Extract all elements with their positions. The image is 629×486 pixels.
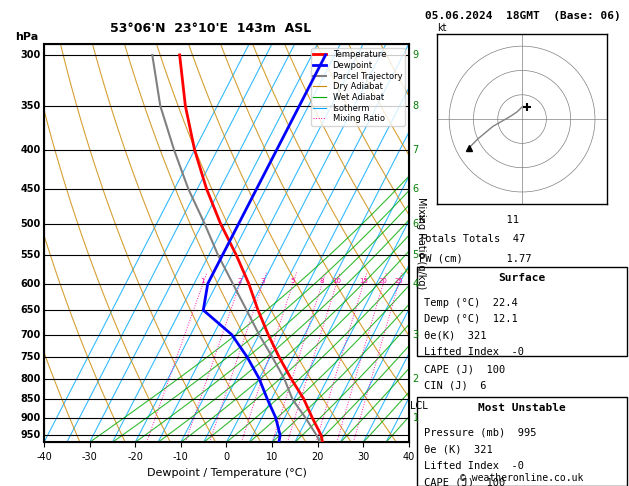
Text: 750: 750 (20, 352, 40, 363)
Text: PW (cm)       1.77: PW (cm) 1.77 (420, 253, 532, 263)
Text: 300: 300 (20, 50, 40, 60)
Text: 450: 450 (20, 184, 40, 194)
Text: 4: 4 (413, 278, 419, 289)
Text: 2: 2 (238, 278, 242, 284)
Text: 8: 8 (320, 278, 325, 284)
Text: 550: 550 (20, 250, 40, 260)
Text: 5: 5 (413, 250, 419, 260)
Text: 900: 900 (20, 413, 40, 422)
Text: 800: 800 (20, 374, 40, 383)
Text: 6: 6 (413, 219, 419, 228)
Text: 500: 500 (20, 219, 40, 228)
Text: © weatheronline.co.uk: © weatheronline.co.uk (460, 473, 584, 483)
Text: CAPE (J)  100: CAPE (J) 100 (424, 364, 505, 374)
Text: 650: 650 (20, 305, 40, 315)
Text: 20: 20 (379, 278, 387, 284)
Text: 15: 15 (359, 278, 368, 284)
Y-axis label: Mixing Ratio (g/kg): Mixing Ratio (g/kg) (416, 197, 425, 289)
Text: 8: 8 (413, 101, 419, 111)
Text: Lifted Index  -0: Lifted Index -0 (424, 461, 524, 471)
Text: 850: 850 (20, 394, 40, 404)
Text: Totals Totals  47: Totals Totals 47 (420, 234, 526, 244)
Text: θe (K)  321: θe (K) 321 (424, 445, 493, 454)
Text: 9: 9 (413, 50, 419, 60)
Text: 10: 10 (332, 278, 341, 284)
Text: 53°06'N  23°10'E  143m  ASL: 53°06'N 23°10'E 143m ASL (109, 22, 311, 35)
Text: 600: 600 (20, 278, 40, 289)
Legend: Temperature, Dewpoint, Parcel Trajectory, Dry Adiabat, Wet Adiabat, Isotherm, Mi: Temperature, Dewpoint, Parcel Trajectory… (311, 48, 404, 126)
Text: Most Unstable: Most Unstable (478, 403, 566, 413)
Text: kt: kt (437, 23, 447, 33)
Text: 350: 350 (20, 101, 40, 111)
Text: 1: 1 (201, 278, 205, 284)
Text: LCL: LCL (409, 401, 427, 411)
X-axis label: Dewpoint / Temperature (°C): Dewpoint / Temperature (°C) (147, 468, 306, 478)
Text: 6: 6 (413, 184, 419, 194)
Text: Lifted Index  -0: Lifted Index -0 (424, 347, 524, 358)
Text: 3: 3 (413, 330, 419, 340)
Text: 1: 1 (413, 413, 419, 422)
Text: CAPE (J)  100: CAPE (J) 100 (424, 478, 505, 486)
Text: 400: 400 (20, 145, 40, 155)
Text: Temp (°C)  22.4: Temp (°C) 22.4 (424, 297, 518, 308)
Text: 5: 5 (291, 278, 295, 284)
Text: hPa: hPa (15, 32, 38, 42)
Text: Dewp (°C)  12.1: Dewp (°C) 12.1 (424, 314, 518, 324)
Text: 7: 7 (413, 145, 419, 155)
Text: CIN (J)  6: CIN (J) 6 (424, 381, 486, 391)
Text: 3: 3 (260, 278, 265, 284)
Text: 25: 25 (394, 278, 403, 284)
Text: 2: 2 (413, 374, 419, 383)
Text: 05.06.2024  18GMT  (Base: 06): 05.06.2024 18GMT (Base: 06) (425, 12, 620, 21)
Text: θe(K)  321: θe(K) 321 (424, 331, 486, 341)
Text: 700: 700 (20, 330, 40, 340)
Text: Surface: Surface (498, 273, 546, 283)
Text: Pressure (mb)  995: Pressure (mb) 995 (424, 428, 536, 438)
Text: 950: 950 (20, 431, 40, 440)
Text: K             11: K 11 (420, 214, 520, 225)
